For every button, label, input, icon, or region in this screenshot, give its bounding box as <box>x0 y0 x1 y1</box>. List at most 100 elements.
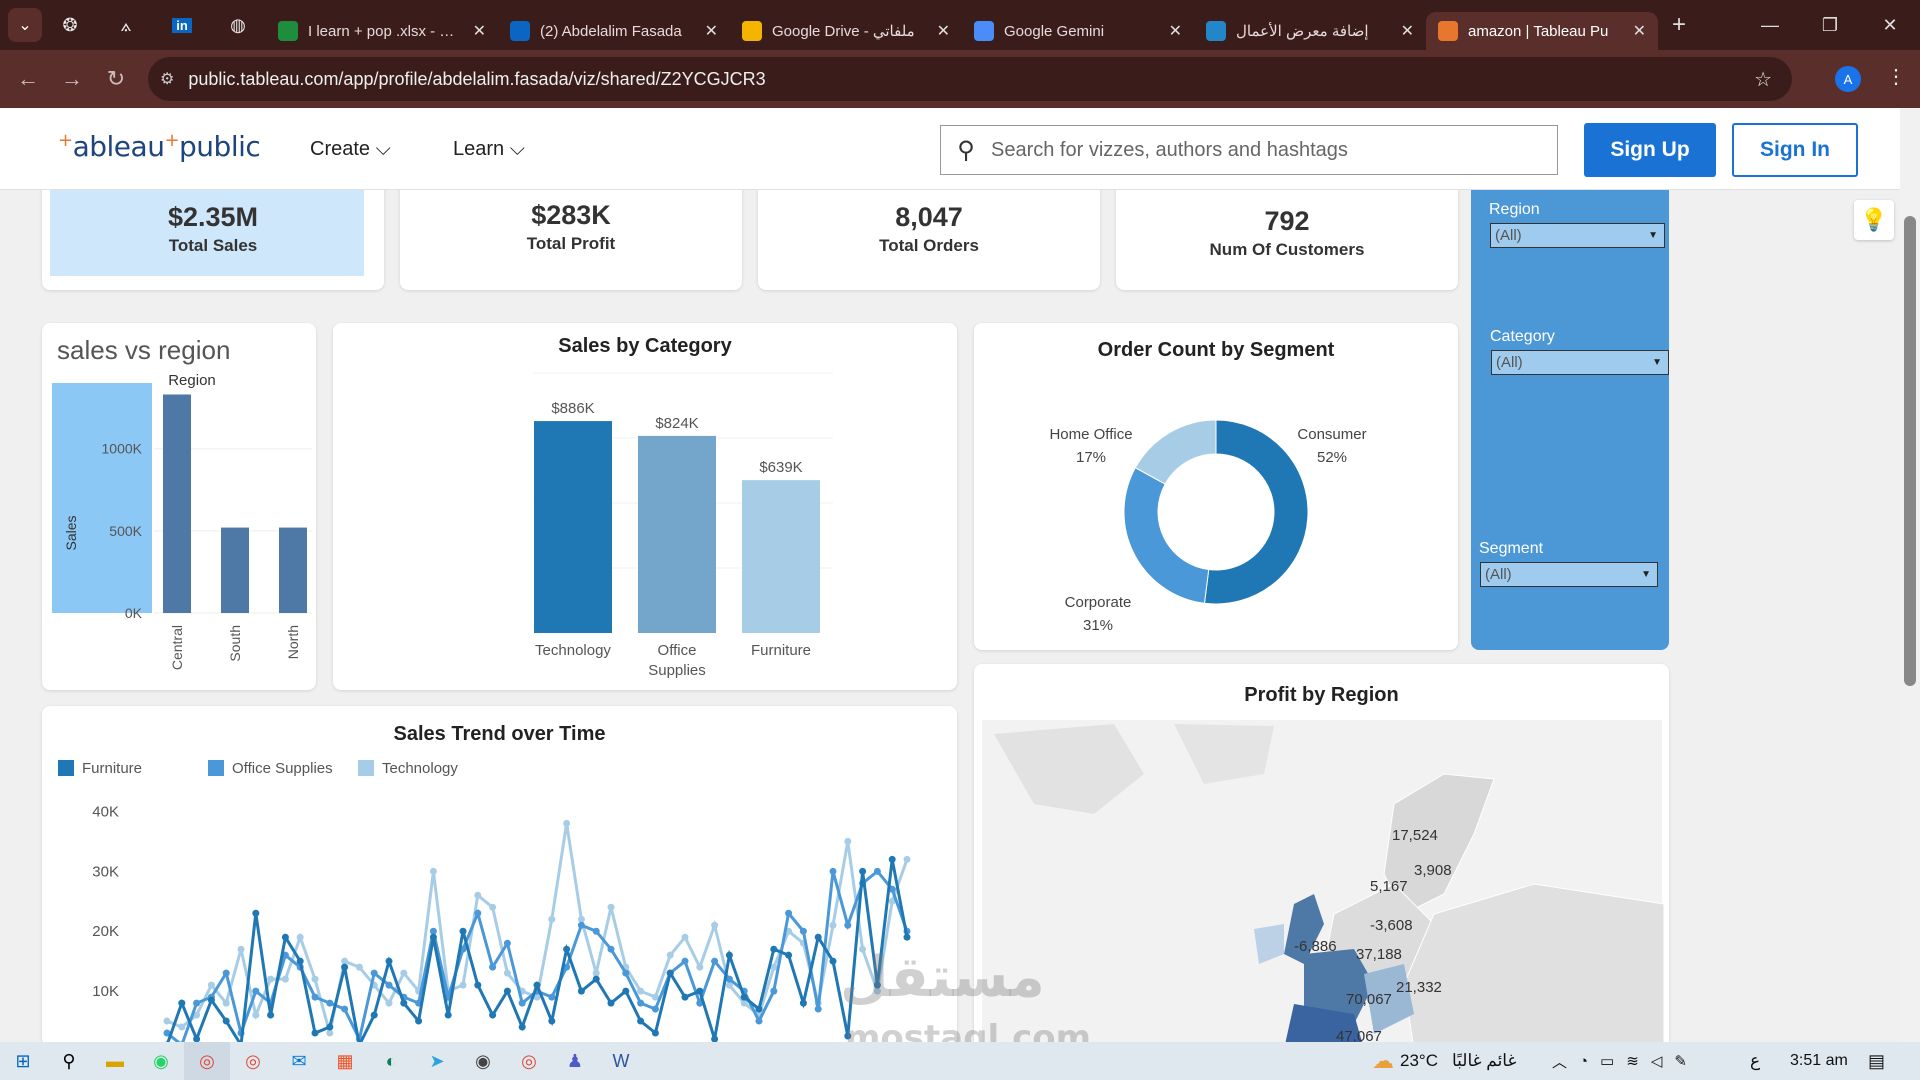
trend-point[interactable] <box>385 999 393 1007</box>
outlook-icon[interactable]: ✉ <box>291 1050 307 1071</box>
menu-learn[interactable]: Learn ⌵ <box>453 138 525 160</box>
trend-point[interactable] <box>429 867 437 875</box>
pen-icon[interactable]: ✎ <box>1674 1053 1699 1070</box>
trend-point[interactable] <box>459 981 467 989</box>
chrome-icon[interactable]: ◎ <box>184 1042 230 1080</box>
trend-point[interactable] <box>548 915 556 923</box>
profile-avatar[interactable]: A <box>1835 66 1861 92</box>
trend-point[interactable] <box>725 951 733 959</box>
trend-point[interactable] <box>696 963 704 971</box>
trend-point[interactable] <box>533 993 541 1001</box>
trend-point[interactable] <box>400 969 408 977</box>
trend-point[interactable] <box>341 957 349 965</box>
trend-point[interactable] <box>681 957 689 965</box>
trend-point[interactable] <box>296 933 304 941</box>
trend-point[interactable] <box>444 1011 452 1019</box>
file-explorer-icon[interactable]: ▬ <box>106 1050 124 1071</box>
trend-point[interactable] <box>637 999 645 1007</box>
trend-point[interactable] <box>637 1017 645 1025</box>
trend-point[interactable] <box>696 987 704 995</box>
edge-icon[interactable]: ◐ <box>385 1050 397 1071</box>
trend-point[interactable] <box>844 921 852 929</box>
trend-point[interactable] <box>592 927 600 935</box>
trend-point[interactable] <box>859 867 867 875</box>
trend-point[interactable] <box>681 933 689 941</box>
browser-tab[interactable]: (2) Abdelalim Fasada ✕ <box>498 12 730 50</box>
trend-point[interactable] <box>163 1029 171 1037</box>
trend-point[interactable] <box>563 963 571 971</box>
trend-point[interactable] <box>429 933 437 941</box>
tab-search-button[interactable]: ⌄ <box>8 8 42 42</box>
browser-tab[interactable]: Google Gemini ✕ <box>962 12 1194 50</box>
word-icon[interactable]: W <box>612 1050 630 1071</box>
browser-menu-icon[interactable]: ⋮ <box>1886 66 1906 88</box>
trend-point[interactable] <box>829 867 837 875</box>
trend-point[interactable] <box>222 969 230 977</box>
trend-point[interactable] <box>503 969 511 977</box>
category-bar[interactable] <box>534 421 612 633</box>
trend-point[interactable] <box>503 987 511 995</box>
teams-icon[interactable]: ♟ <box>566 1050 584 1071</box>
url-field[interactable]: ⚙ public.tableau.com/app/profile/abdelal… <box>148 57 1792 101</box>
weather-widget[interactable]: ☁ 23°C غائم غالبًا <box>1372 1042 1516 1080</box>
pinned-tab-openai[interactable]: ❂ <box>62 14 78 35</box>
trend-point[interactable] <box>370 1011 378 1019</box>
language-indicator[interactable]: ع <box>1750 1051 1761 1070</box>
trend-point[interactable] <box>548 993 556 1001</box>
trend-point[interactable] <box>311 993 319 1001</box>
new-tab-button[interactable]: + <box>1672 11 1687 38</box>
trend-line[interactable] <box>166 859 909 1042</box>
page-scrollbar[interactable] <box>1900 108 1920 1042</box>
trend-point[interactable] <box>193 1011 201 1019</box>
trend-point[interactable] <box>311 1029 319 1037</box>
obs-icon[interactable]: ◉ <box>475 1050 491 1071</box>
browser-tab[interactable]: I learn + pop .xlsx - … ✕ <box>266 12 498 50</box>
trend-point[interactable] <box>474 981 482 989</box>
trend-point[interactable] <box>222 1017 230 1025</box>
trend-point[interactable] <box>873 981 881 989</box>
system-tray[interactable]: ︿ ◔ ▭ ≋ ◁ ✎ <box>1552 1042 1699 1080</box>
trend-point[interactable] <box>844 837 852 845</box>
close-tab-icon[interactable]: ✕ <box>472 23 486 40</box>
trend-point[interactable] <box>607 945 615 953</box>
back-button[interactable]: ← <box>17 66 39 91</box>
trend-point[interactable] <box>252 909 260 917</box>
region-bar[interactable] <box>163 394 191 614</box>
trend-point[interactable] <box>785 951 793 959</box>
trend-point[interactable] <box>326 1023 334 1031</box>
trend-point[interactable] <box>252 987 260 995</box>
donut-slice[interactable] <box>1123 466 1210 604</box>
telegram-icon[interactable]: ➤ <box>429 1050 445 1071</box>
close-tab-icon[interactable]: ✕ <box>1168 23 1182 40</box>
network-icon[interactable]: ◔ <box>1579 1052 1601 1070</box>
trend-point[interactable] <box>577 987 585 995</box>
trend-point[interactable] <box>799 927 807 935</box>
trend-point[interactable] <box>341 963 349 971</box>
trend-point[interactable] <box>163 1017 171 1025</box>
region-bar[interactable] <box>279 527 307 613</box>
menu-create[interactable]: Create ⌵ <box>310 138 391 160</box>
trend-point[interactable] <box>873 867 881 875</box>
trend-point[interactable] <box>326 1029 334 1037</box>
whatsapp-icon[interactable]: ◉ <box>153 1050 169 1071</box>
trend-point[interactable] <box>666 969 674 977</box>
forward-button[interactable]: → <box>61 66 83 91</box>
trend-point[interactable] <box>518 1023 526 1031</box>
trend-point[interactable] <box>311 975 319 983</box>
trend-point[interactable] <box>888 855 896 863</box>
pinned-tab-globe[interactable]: ◍ <box>230 14 246 35</box>
trend-point[interactable] <box>770 945 778 953</box>
trend-point[interactable] <box>755 1005 763 1013</box>
trend-point[interactable] <box>563 945 571 953</box>
lightbulb-icon[interactable]: 💡 <box>1854 200 1894 240</box>
trend-point[interactable] <box>829 957 837 965</box>
trend-line[interactable] <box>166 869 909 1042</box>
trend-point[interactable] <box>622 969 630 977</box>
trend-point[interactable] <box>489 903 497 911</box>
trend-point[interactable] <box>281 933 289 941</box>
trend-point[interactable] <box>385 957 393 965</box>
trend-point[interactable] <box>740 999 748 1007</box>
bookmark-star-icon[interactable]: ☆ <box>1754 68 1772 91</box>
close-tab-icon[interactable]: ✕ <box>1632 23 1646 40</box>
search-icon[interactable]: ⚲ <box>62 1050 76 1071</box>
